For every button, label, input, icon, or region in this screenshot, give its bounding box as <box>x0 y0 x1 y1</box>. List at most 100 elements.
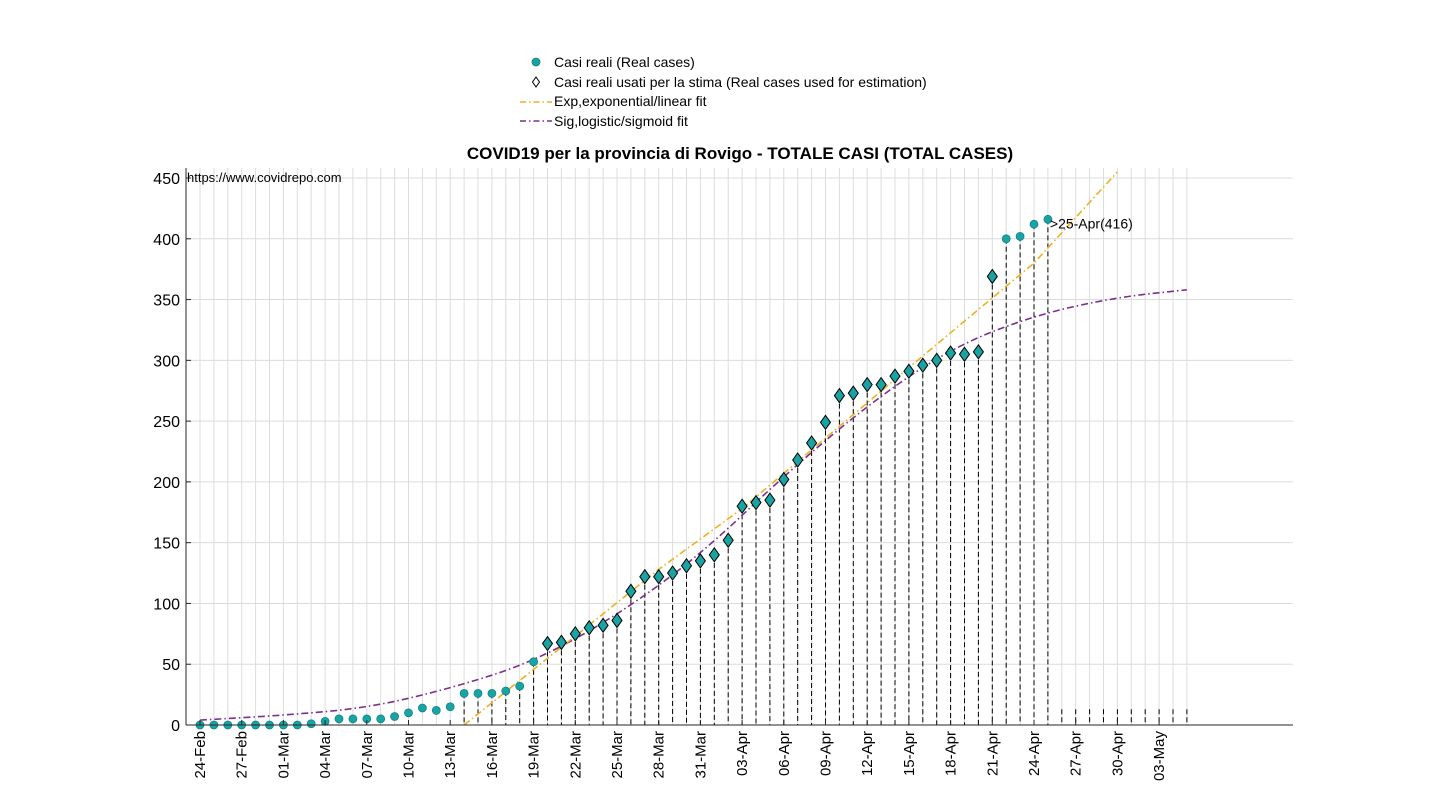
x-tick-label: 09-Apr <box>818 731 835 776</box>
real-case-point <box>515 681 525 691</box>
estimation-point <box>972 343 985 360</box>
estimation-point <box>819 414 832 431</box>
estimation-point <box>555 634 568 651</box>
x-tick-label: 18-Apr <box>943 731 960 776</box>
x-tick-label: 27-Apr <box>1068 731 1085 776</box>
estimation-point <box>847 385 859 402</box>
estimation-point <box>889 368 901 384</box>
x-tick-label: 03-May <box>1151 731 1168 782</box>
y-tick-label: 300 <box>153 353 180 370</box>
x-tick-label: 21-Apr <box>984 731 1001 776</box>
legend-estimation-marker <box>531 76 541 88</box>
real-case-point <box>431 706 441 715</box>
real-case-point <box>1001 234 1011 244</box>
estimation-point <box>680 557 693 574</box>
estimation-point <box>666 565 679 581</box>
x-tick-label: 03-Apr <box>734 731 751 776</box>
estimation-point <box>750 494 762 511</box>
estimation-point <box>583 619 595 636</box>
data-points <box>195 214 1053 730</box>
estimation-point <box>708 546 720 563</box>
estimation-point <box>611 612 623 629</box>
estimation-point <box>541 635 554 652</box>
estimation-point <box>944 345 957 361</box>
estimation-point <box>597 617 609 634</box>
y-tick-label: 150 <box>153 536 180 553</box>
legend: Casi reali (Real cases) Casi reali usati… <box>520 54 927 129</box>
estimation-point <box>736 498 748 515</box>
real-case-point <box>445 702 455 712</box>
real-case-point <box>376 714 386 724</box>
x-tick-label: 15-Apr <box>901 731 918 776</box>
real-case-point <box>306 719 316 729</box>
legend-estimation-label: Casi reali usati per la stima (Real case… <box>554 74 927 90</box>
estimation-point <box>903 363 915 380</box>
real-case-point <box>487 688 497 698</box>
x-tick-label: 13-Mar <box>442 731 459 779</box>
real-case-point <box>501 686 511 696</box>
legend-sig-fit-label: Sig,logistic/sigmoid fit <box>554 113 688 129</box>
estimation-point <box>639 568 651 585</box>
x-tick-label: 25-Mar <box>609 731 626 779</box>
x-tick-label: 12-Apr <box>859 731 876 776</box>
legend-real-cases-marker <box>531 57 541 67</box>
y-tick-label: 400 <box>153 232 180 249</box>
chart-title: COVID19 per la provincia di Rovigo - TOT… <box>467 144 1013 163</box>
estimation-point <box>958 346 971 363</box>
y-tick-label: 0 <box>171 718 180 735</box>
y-tick-label: 450 <box>153 171 180 188</box>
x-tick-label: 24-Feb <box>192 731 209 779</box>
estimation-point <box>861 376 873 393</box>
estimation-point <box>764 492 776 508</box>
estimation-point <box>986 268 998 285</box>
grid <box>186 168 1293 726</box>
x-tick-label: 10-Mar <box>401 731 418 779</box>
y-tick-label: 350 <box>153 293 180 310</box>
x-tick-label: 28-Mar <box>651 731 668 779</box>
real-case-point <box>404 708 413 718</box>
real-case-point <box>390 712 400 721</box>
fit-curves <box>199 171 1187 726</box>
legend-exp-fit-label: Exp,exponential/linear fit <box>554 93 707 109</box>
estimation-point <box>805 435 818 451</box>
x-tick-label: 31-Mar <box>692 731 709 779</box>
estimation-point <box>917 357 929 374</box>
estimation-point <box>833 387 846 404</box>
estimation-point <box>931 352 943 369</box>
x-tick-label: 07-Mar <box>359 731 376 779</box>
y-tick-label: 200 <box>153 475 180 492</box>
x-tick-label: 19-Mar <box>526 731 543 779</box>
exp-fit-line <box>463 171 1118 726</box>
x-tick-label: 04-Mar <box>317 731 334 779</box>
real-case-point <box>334 714 344 724</box>
x-tick-label: 22-Mar <box>567 731 584 779</box>
legend-real-cases-label: Casi reali (Real cases) <box>554 54 695 70</box>
sig-fit-curve <box>199 289 1187 721</box>
source-note: https://www.covidrepo.com <box>187 170 342 185</box>
estimation-point <box>569 625 581 642</box>
axes: 0 50 100 150 200 250 300 350 400 450 24-Feb 27-Feb 0… <box>153 168 1293 781</box>
x-tick-label: 24-Apr <box>1026 731 1043 776</box>
estimation-point <box>792 452 804 468</box>
estimation-point <box>653 568 665 585</box>
x-tick-label: 16-Mar <box>484 731 501 779</box>
y-tick-label: 250 <box>153 414 180 431</box>
y-tick-label: 50 <box>162 657 180 674</box>
x-tick-label: 30-Apr <box>1109 731 1126 776</box>
estimation-point <box>694 553 707 569</box>
x-tick-label: 06-Apr <box>776 731 793 776</box>
estimation-point <box>875 376 887 393</box>
last-point-label: >25-Apr(416) <box>1050 215 1133 231</box>
real-case-point <box>1029 219 1039 229</box>
real-case-point <box>1015 231 1025 241</box>
x-tick-label: 01-Mar <box>275 731 292 779</box>
real-case-point <box>473 688 483 698</box>
estimation-point <box>722 532 734 549</box>
real-case-point <box>529 657 538 667</box>
stems <box>463 219 1188 725</box>
estimation-point <box>778 471 790 488</box>
real-case-point <box>459 688 469 698</box>
real-case-point <box>417 703 427 713</box>
estimation-point <box>625 583 637 600</box>
